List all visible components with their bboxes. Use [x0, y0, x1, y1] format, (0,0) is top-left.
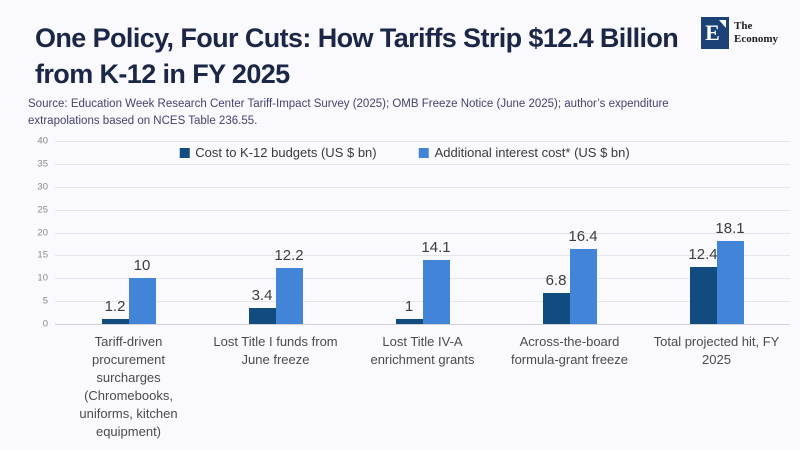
gridline-20	[55, 232, 790, 234]
bar-value-label: 1	[404, 298, 414, 316]
bar-value-label: 14.1	[421, 238, 451, 256]
bar-series0-cat4	[689, 267, 717, 324]
x-category-text: Across-the-board formula-grant freeze	[510, 334, 629, 367]
logo-apostrophe-icon	[719, 20, 726, 28]
x-category-text: Lost Title I funds from June freeze	[213, 334, 338, 367]
gridline-40	[55, 141, 790, 142]
gridline-15	[55, 255, 790, 257]
brand-name: The Economy	[734, 17, 778, 45]
legend-label: Cost to K-12 budgets (US $ bn)	[195, 145, 377, 160]
bar-series0-cat1	[248, 308, 276, 324]
bar-value-label: 1.2	[104, 297, 126, 315]
y-tick-label-25: 25	[37, 204, 48, 216]
gridline-35	[55, 163, 790, 165]
bar-group-3: 6.8 16.4	[496, 141, 643, 324]
x-category-label-4: Total projected hit, FY 2025	[643, 333, 790, 441]
y-tick-label-30: 30	[37, 181, 48, 193]
logo-e-icon: E	[701, 17, 729, 49]
bar-series0-cat0	[101, 318, 129, 324]
x-category-label-0: Tariff-driven procurement surcharges (Ch…	[55, 333, 202, 441]
x-axis-labels: Tariff-driven procurement surcharges (Ch…	[55, 333, 790, 441]
gridline-30	[55, 186, 790, 188]
brand-logo: E The Economy	[701, 17, 778, 49]
x-category-label-3: Across-the-board formula-grant freeze	[496, 333, 643, 441]
y-tick-label-15: 15	[37, 249, 48, 261]
y-axis: 0 5 10 15 20 25 30 35 40	[18, 136, 48, 330]
bar-value-label: 16.4	[568, 227, 598, 245]
y-tick-label-35: 35	[37, 158, 48, 170]
x-category-label-2: Lost Title IV-A enrichment grants	[349, 333, 496, 441]
y-tick-label-5: 5	[42, 295, 48, 307]
legend-swatch-icon	[418, 147, 429, 158]
x-category-label-1: Lost Title I funds from June freeze	[202, 333, 349, 441]
bar-value-label: 6.8	[545, 271, 567, 289]
bar-group-0: 1.2 10	[55, 141, 202, 324]
y-tick-label-0: 0	[42, 318, 48, 330]
legend-label: Additional interest cost* (US $ bn)	[434, 145, 630, 160]
bar-value-label: 3.4	[251, 287, 273, 305]
bar-series1-cat0	[128, 278, 156, 324]
bar-value-label: 10	[133, 257, 151, 275]
gridline-25	[55, 209, 790, 211]
bar-series1-cat4	[716, 241, 744, 324]
bar-group-2: 1 14.1	[349, 141, 496, 324]
bar-group-1: 3.4 12.2	[202, 141, 349, 324]
chart-title: One Policy, Four Cuts: How Tariffs Strip…	[35, 23, 679, 89]
legend-swatch-icon	[179, 147, 190, 158]
bar-value-label: 12.4	[688, 246, 718, 264]
bar-value-label: 18.1	[715, 220, 745, 238]
bar-group-4: 12.4 18.1	[643, 141, 790, 324]
x-category-text: Total projected hit, FY 2025	[653, 334, 780, 367]
bar-value-label: 12.2	[274, 247, 304, 265]
bar-series0-cat3	[542, 292, 570, 324]
legend: Cost to K-12 budgets (US $ bn) Additional…	[179, 145, 630, 160]
x-category-text: Tariff-driven procurement surcharges (Ch…	[79, 334, 178, 439]
bar-series1-cat1	[275, 268, 303, 324]
y-tick-label-40: 40	[37, 135, 48, 147]
brand-name-line2: Economy	[734, 32, 778, 45]
brand-name-line1: The	[734, 20, 753, 32]
bar-series0-cat2	[395, 319, 423, 324]
gridline-0	[55, 324, 790, 325]
plot-area: Cost to K-12 budgets (US $ bn) Additional…	[55, 141, 790, 325]
source-note: Source: Education Week Research Center T…	[28, 98, 669, 127]
y-tick-label-20: 20	[37, 227, 48, 238]
x-category-text: Lost Title IV-A enrichment grants	[370, 334, 475, 367]
legend-item-1: Additional interest cost* (US $ bn)	[418, 145, 630, 160]
y-tick-label-10: 10	[37, 272, 48, 284]
logo-letter: E	[705, 20, 720, 45]
legend-item-0: Cost to K-12 budgets (US $ bn)	[179, 145, 377, 160]
bar-series1-cat2	[422, 259, 450, 324]
bar-series1-cat3	[569, 248, 597, 324]
